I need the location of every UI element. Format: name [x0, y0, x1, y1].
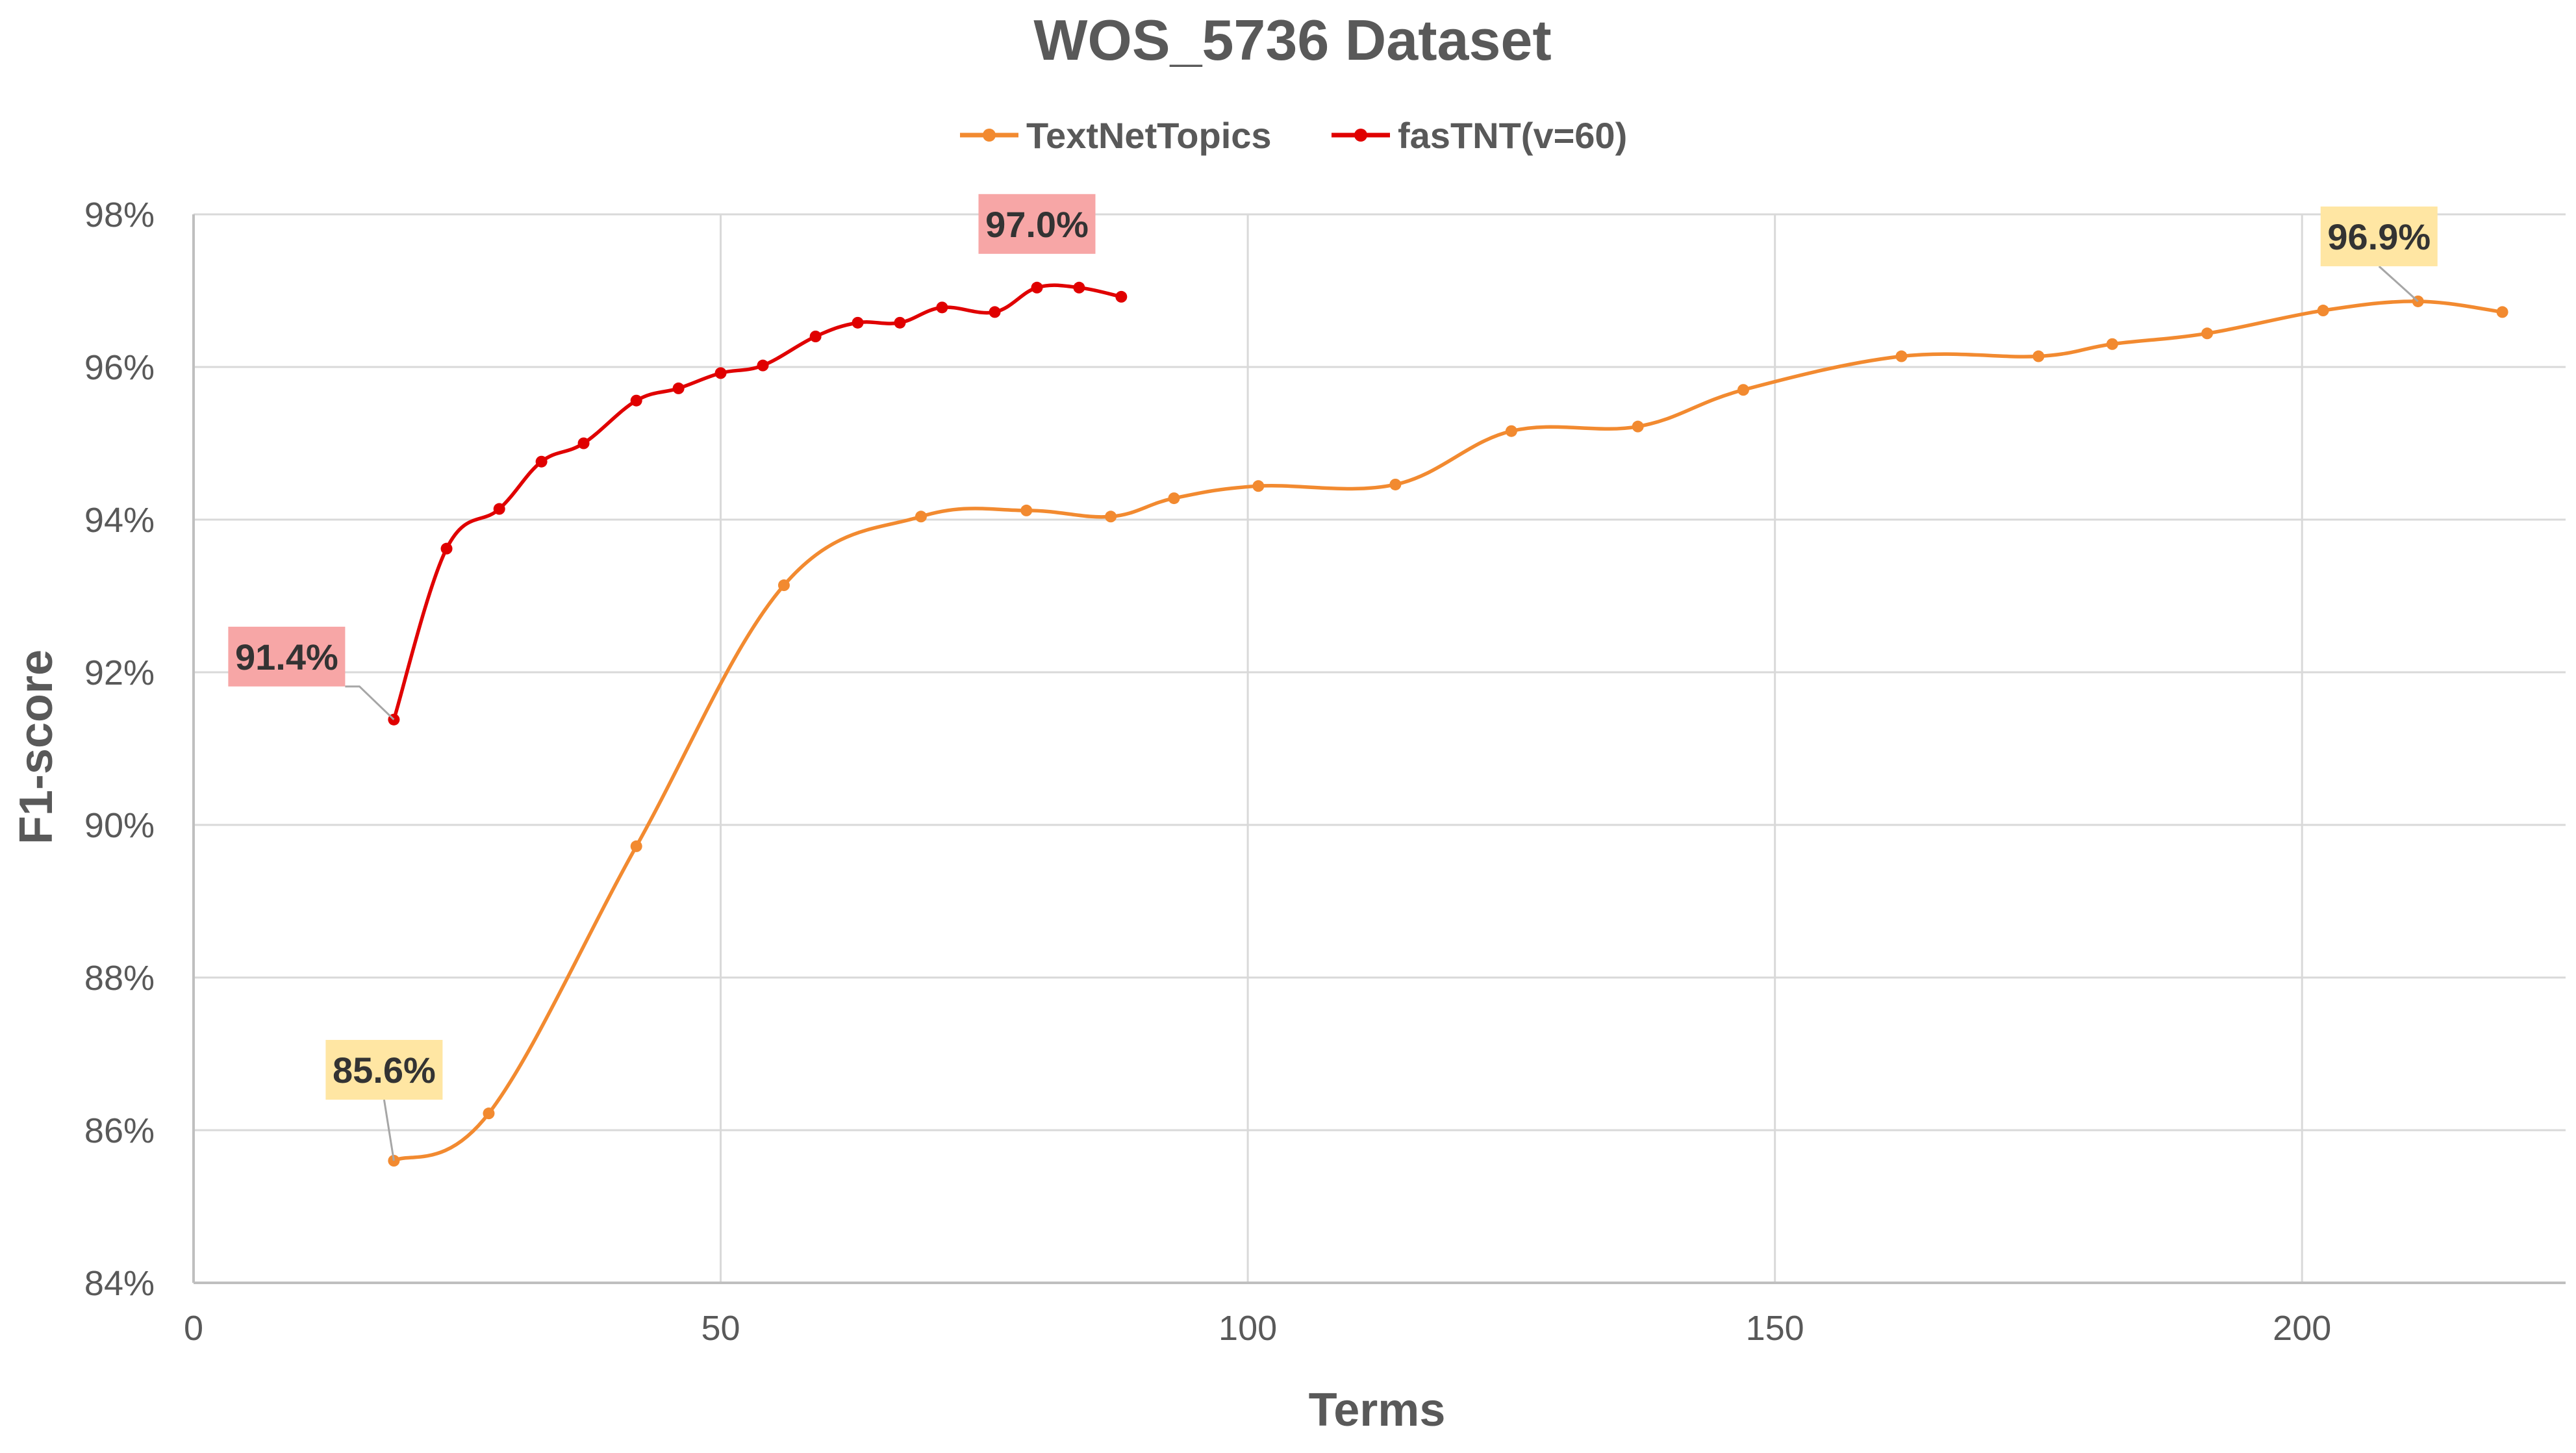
x-tick-label: 200	[2273, 1309, 2331, 1348]
x-tick-labels: 0 50 100 150 200	[184, 1309, 2331, 1348]
chart-title: WOS_5736 Dataset	[1033, 8, 1551, 72]
data-point	[2317, 305, 2329, 317]
data-point	[630, 394, 642, 407]
label-text: 96.9%	[2327, 216, 2431, 257]
data-labels: 97.0% 91.4% 85.6% 96.9%	[228, 194, 2438, 1161]
legend-marker-fastnt	[1354, 129, 1367, 142]
data-point	[483, 1107, 495, 1120]
data-point	[2106, 338, 2119, 350]
data-point	[1031, 281, 1043, 294]
label-leader-line	[2378, 265, 2419, 303]
data-point	[894, 316, 906, 329]
legend: TextNetTopics fasTNT(v=60)	[960, 115, 1627, 156]
data-point	[2032, 350, 2045, 362]
y-tick-label: 90%	[84, 806, 155, 845]
data-label: 97.0%	[978, 194, 1096, 254]
data-point	[2201, 327, 2214, 340]
legend-item-fastnt: fasTNT(v=60)	[1332, 115, 1627, 156]
data-point	[989, 306, 1001, 318]
axes	[192, 214, 2566, 1284]
data-point	[1895, 350, 1908, 362]
series-layer	[388, 281, 2508, 1167]
y-tick-label: 84%	[84, 1264, 155, 1303]
label-box	[228, 626, 346, 687]
label-leader-line	[345, 685, 395, 720]
y-tick-label: 88%	[84, 959, 155, 998]
label-leader-line	[383, 1099, 395, 1161]
gridlines	[194, 213, 2566, 1283]
legend-marker-textnettopics	[983, 129, 996, 142]
data-point	[672, 382, 685, 394]
data-point	[1632, 420, 1644, 433]
data-point	[757, 359, 769, 372]
data-point	[1020, 504, 1033, 516]
x-tick-label: 50	[701, 1309, 740, 1348]
series-line-fastnt	[392, 283, 1122, 720]
data-point	[1737, 384, 1749, 396]
data-point	[577, 437, 590, 449]
data-point	[1252, 480, 1265, 492]
legend-label-fastnt: fasTNT(v=60)	[1398, 115, 1627, 156]
y-tick-label: 92%	[84, 653, 155, 692]
y-tick-label: 96%	[84, 348, 155, 387]
data-point	[1505, 425, 1517, 437]
x-axis-title: Terms	[1309, 1384, 1446, 1436]
series-textnettopics	[388, 295, 2508, 1167]
y-tick-label: 94%	[84, 501, 155, 540]
series-line-textnettopics	[393, 299, 2503, 1163]
data-label: 85.6%	[325, 1040, 443, 1161]
data-point	[440, 542, 453, 555]
label-box	[978, 194, 1096, 254]
series-fastnt	[388, 281, 1128, 726]
data-point	[535, 455, 548, 468]
legend-label-textnettopics: TextNetTopics	[1026, 115, 1272, 156]
label-box	[2320, 206, 2438, 266]
data-point	[2496, 306, 2508, 318]
x-tick-label: 150	[1746, 1309, 1804, 1348]
data-label: 96.9%	[2320, 206, 2438, 303]
data-point	[809, 331, 822, 342]
data-point	[915, 511, 927, 523]
data-point	[493, 503, 505, 515]
data-label: 91.4%	[228, 626, 395, 720]
data-point	[630, 840, 642, 852]
label-box	[325, 1040, 443, 1100]
legend-item-textnettopics: TextNetTopics	[960, 115, 1272, 156]
data-point	[1389, 478, 1402, 490]
y-tick-labels: 84% 86% 88% 90% 92% 94% 96% 98%	[84, 196, 155, 1303]
data-point	[1073, 281, 1085, 294]
data-point	[777, 579, 790, 592]
y-tick-label: 98%	[84, 196, 155, 234]
data-point	[1115, 290, 1128, 303]
x-tick-label: 0	[184, 1309, 203, 1348]
label-text: 97.0%	[985, 204, 1089, 245]
data-point	[1168, 492, 1180, 505]
data-point	[714, 367, 727, 379]
label-text: 85.6%	[333, 1050, 436, 1091]
y-axis-title: F1-score	[10, 650, 62, 844]
data-point	[1105, 511, 1117, 523]
x-tick-label: 100	[1219, 1309, 1277, 1348]
data-point	[852, 316, 864, 329]
data-point	[936, 301, 948, 314]
label-text: 91.4%	[235, 637, 338, 677]
y-tick-label: 86%	[84, 1111, 155, 1150]
